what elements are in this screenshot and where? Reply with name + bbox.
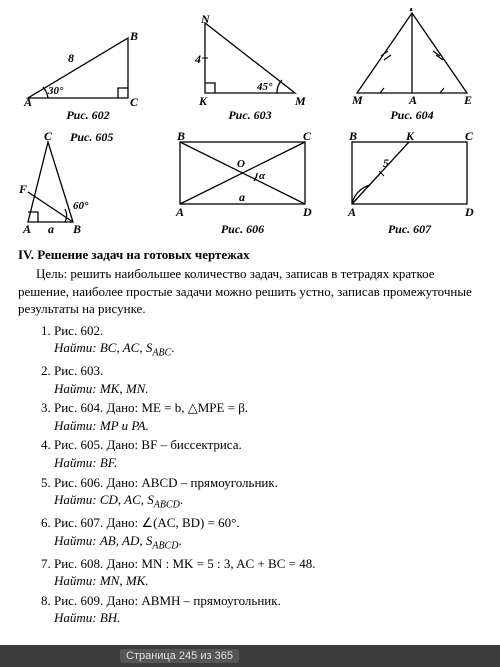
caption-604: Рис. 604 (342, 108, 482, 123)
label-M: M (294, 94, 306, 108)
section-title: IV. Решение задач на готовых чертежах (18, 247, 482, 263)
figure-605: Рис. 605 A B C F a 60° (18, 127, 148, 237)
figures-row-2: Рис. 605 A B C F a 60° (18, 127, 482, 237)
figure-607: B K C A D 5 Рис. 607 (337, 127, 482, 237)
label-M: M (351, 93, 363, 107)
figures-row-1: A B C 8 30° Рис. 602 K N M 4 45° (18, 8, 482, 123)
label-K: K (405, 129, 415, 143)
label-side8: 8 (68, 51, 74, 65)
section-goal: Цель: решить наибольшее количество задач… (18, 265, 482, 318)
label-45deg: 45° (256, 81, 273, 93)
label-D: D (464, 205, 474, 219)
label-B: B (129, 29, 138, 43)
page-indicator[interactable]: Страница 245 из 365 (120, 649, 239, 663)
label-30deg: 30° (47, 85, 64, 97)
pdf-status-bar[interactable]: Страница 245 из 365 (0, 645, 500, 667)
label-A: A (408, 93, 417, 107)
label-A: A (23, 95, 32, 108)
label-60deg: 60° (73, 200, 89, 212)
caption-607: Рис. 607 (337, 222, 482, 237)
caption-606: Рис. 606 (165, 222, 320, 237)
label-K: K (198, 94, 208, 108)
problem-4: Рис. 605. Дано: BF – биссектриса. Найти:… (54, 436, 482, 471)
label-A: A (347, 205, 356, 219)
label-C: C (130, 95, 139, 108)
label-O: O (237, 158, 245, 170)
problems-list: Рис. 602. Найти: BC, AC, SABC. Рис. 603.… (18, 322, 482, 627)
label-side4: 4 (194, 52, 201, 66)
label-a: a (48, 222, 54, 236)
problem-7: Рис. 608. Дано: MN : MK = 5 : 3, AC + BC… (54, 555, 482, 590)
label-E: E (463, 93, 472, 107)
problem-3: Рис. 604. Дано: ME = b, △MPE = β. Найти:… (54, 399, 482, 434)
label-B: B (72, 222, 81, 236)
label-a606: a (239, 190, 245, 204)
problem-8: Рис. 609. Дано: ABMH – прямоугольник. На… (54, 592, 482, 627)
label-A: A (22, 222, 31, 236)
label-D: D (302, 205, 312, 219)
label-B: B (348, 129, 357, 143)
label-A: A (175, 205, 184, 219)
label-N: N (200, 13, 211, 26)
problem-1: Рис. 602. Найти: BC, AC, SABC. (54, 322, 482, 361)
problem-5: Рис. 606. Дано: ABCD – прямоугольник. На… (54, 474, 482, 513)
problem-2: Рис. 603. Найти: MK, MN. (54, 362, 482, 397)
label-F: F (18, 182, 27, 196)
label-C: C (44, 129, 53, 143)
label-P: P (409, 8, 417, 14)
caption-602: Рис. 602 (18, 108, 158, 123)
figure-604: M A E P Рис. 604 (342, 8, 482, 123)
problem-6: Рис. 607. Дано: ∠(AC, BD) = 60°. Найти: … (54, 514, 482, 553)
label-5: 5 (383, 156, 389, 170)
document-page: A B C 8 30° Рис. 602 K N M 4 45° (0, 0, 500, 627)
label-alpha: α (259, 170, 266, 182)
caption-605-inline: Рис. 605 (70, 130, 113, 144)
figure-606: B C A D O α a Рис. 606 (165, 127, 320, 237)
figure-602: A B C 8 30° Рис. 602 (18, 28, 158, 123)
label-C: C (303, 129, 312, 143)
figure-603: K N M 4 45° Рис. 603 (185, 13, 315, 123)
caption-603: Рис. 603 (185, 108, 315, 123)
label-B: B (176, 129, 185, 143)
label-C: C (465, 129, 474, 143)
